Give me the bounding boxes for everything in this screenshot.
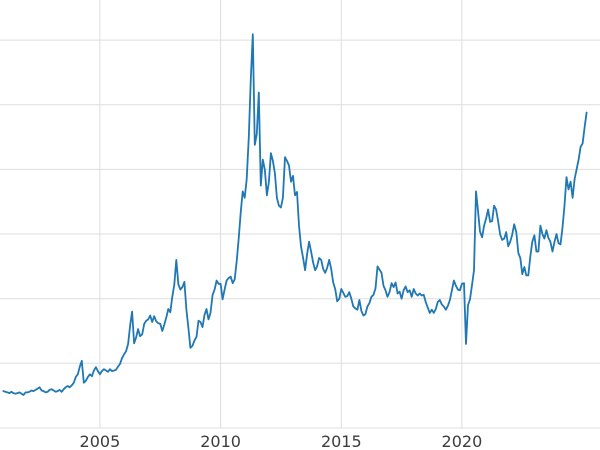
x-tick-label: 2015 — [321, 432, 362, 450]
grid-layer — [0, 0, 600, 429]
x-tick-label: 2020 — [442, 432, 483, 450]
x-tick-label: 2005 — [80, 432, 121, 450]
series-layer — [2, 33, 588, 396]
x-axis-tick-labels: 2005 2010 2015 2020 — [80, 432, 483, 450]
price-line-series — [2, 33, 588, 396]
x-tick-label: 2010 — [200, 432, 241, 450]
